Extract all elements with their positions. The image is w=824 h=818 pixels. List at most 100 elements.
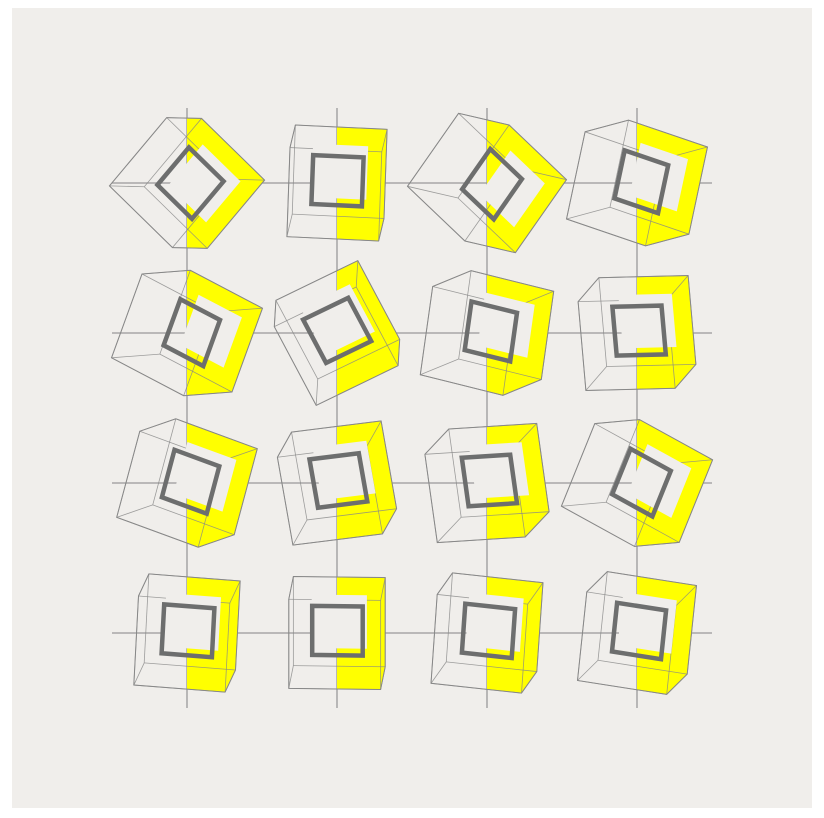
thick-frame: [609, 303, 669, 358]
wire-edge: [420, 374, 504, 396]
wire-edge: [293, 576, 386, 579]
wire-edge: [235, 580, 241, 670]
wire-edge: [470, 270, 554, 292]
wire-edge: [598, 275, 689, 279]
inner-face: [180, 294, 242, 368]
wire-edge: [143, 573, 150, 663]
inner-face: [311, 594, 367, 649]
wire-edge: [143, 186, 208, 249]
wire-edge: [288, 576, 294, 600]
wire-edge: [175, 418, 258, 450]
wire-edge: [355, 260, 359, 287]
wire-edge: [515, 179, 567, 253]
wire-edge: [133, 662, 145, 686]
wire-edge: [142, 269, 191, 275]
wire-edge: [436, 516, 462, 543]
wire-edge: [224, 669, 236, 693]
wire-edge: [206, 179, 265, 249]
wire-edge: [577, 659, 599, 681]
wire-edge: [584, 119, 629, 133]
cube-cell: [133, 573, 241, 693]
wire-edge: [609, 120, 629, 208]
thick-frame: [611, 147, 671, 217]
thick-frame: [159, 601, 217, 660]
wire-edge: [306, 508, 397, 521]
wire-edge: [464, 240, 516, 254]
wire-edge: [458, 112, 510, 126]
wire-edge: [116, 504, 153, 518]
wire-edge: [198, 534, 235, 548]
cube-cell: [424, 422, 550, 544]
inner-face: [618, 293, 677, 349]
wire-edge: [109, 117, 168, 187]
wire-edge: [144, 662, 236, 671]
wire-edge: [561, 501, 607, 507]
wire-edge: [383, 129, 388, 219]
wire-edge: [133, 684, 226, 693]
wire-edge: [430, 661, 447, 684]
wire-edge: [566, 131, 586, 220]
wire-edge: [605, 501, 680, 543]
wire-edge: [291, 432, 308, 520]
wire-edge: [524, 511, 550, 538]
wire-edge: [295, 124, 388, 130]
cube-cell: [276, 420, 398, 546]
wire-edge: [233, 448, 258, 535]
wire-edge: [521, 604, 529, 694]
wire-edge: [585, 366, 607, 391]
wire-edge: [437, 536, 526, 543]
wire-edge: [458, 358, 542, 380]
wire-edge: [111, 273, 143, 358]
cube-cell: [406, 112, 568, 254]
inner-face: [173, 442, 237, 512]
wire-edge: [540, 291, 555, 380]
wire-edge: [407, 113, 459, 187]
wire-edge: [201, 118, 265, 181]
wire-edge: [273, 300, 277, 327]
wire-edge: [407, 186, 466, 242]
wire-edge: [687, 275, 697, 365]
wire-edge: [143, 118, 202, 187]
wire-edge: [292, 533, 383, 546]
cube-cell: [577, 274, 697, 392]
thick-frame: [306, 450, 370, 511]
wire-edge: [666, 673, 688, 695]
wire-edge: [446, 661, 537, 672]
wire-edge: [597, 659, 688, 675]
wire-edge: [275, 300, 319, 380]
cube-cell: [108, 117, 266, 249]
wire-edge: [357, 260, 401, 340]
wire-edge: [527, 582, 544, 605]
wire-edge: [561, 505, 635, 547]
thick-frame: [462, 298, 520, 365]
wire-edge: [111, 357, 184, 397]
wire-edge: [293, 665, 386, 668]
wire-edge: [286, 213, 293, 237]
wire-edge: [420, 358, 459, 376]
wire-edge: [448, 423, 537, 430]
wire-edge: [378, 218, 385, 242]
wire-edge: [628, 119, 708, 148]
wire-edge: [277, 431, 292, 458]
wire-edge: [172, 247, 208, 249]
thick-frame: [609, 445, 674, 520]
wire-edge: [566, 218, 646, 247]
wire-edge: [607, 571, 697, 586]
thick-frame: [459, 145, 525, 223]
wire-edge: [521, 671, 538, 694]
wire-edge: [457, 197, 516, 254]
wire-edge: [380, 666, 386, 690]
thick-frame: [154, 144, 227, 223]
wire-edge: [317, 338, 400, 380]
cube-cell: [565, 119, 709, 247]
wire-edge: [291, 420, 382, 433]
wire-edge: [355, 286, 399, 366]
wire-edge: [461, 511, 550, 518]
wire-edge: [432, 270, 472, 287]
wire-edge: [598, 277, 608, 367]
shapes: [108, 112, 714, 695]
inner-face: [311, 143, 369, 200]
wire-edge: [231, 308, 263, 393]
wire-edge: [380, 420, 397, 509]
wire-edge: [159, 353, 233, 393]
